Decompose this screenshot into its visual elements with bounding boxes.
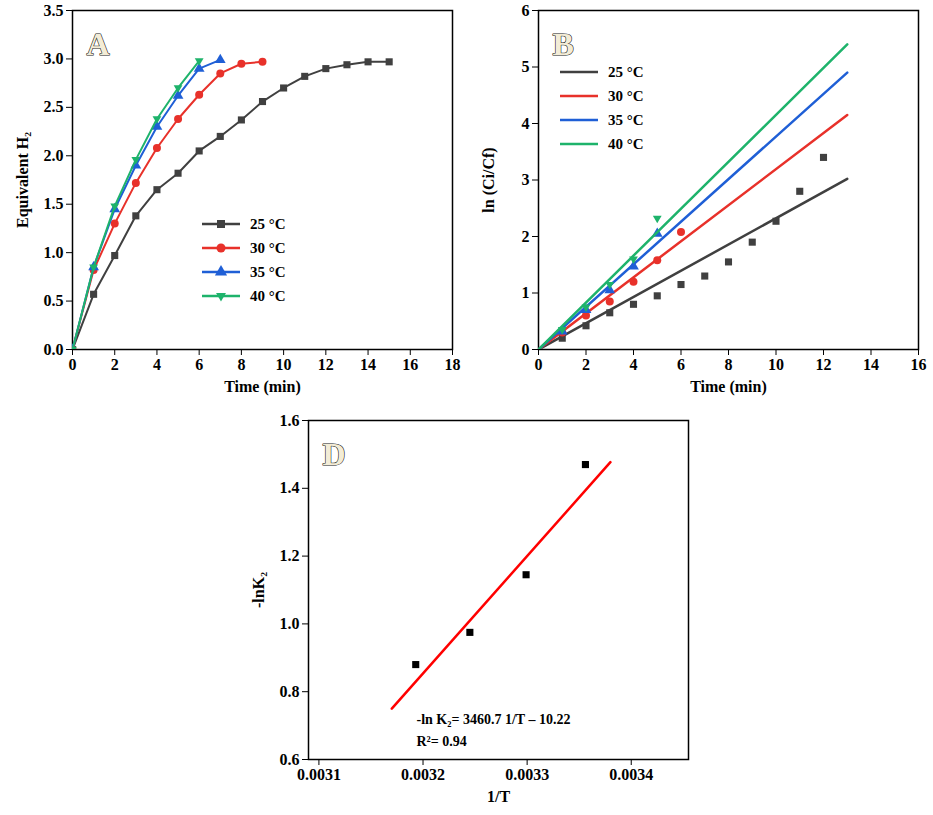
svg-text:1.2: 1.2: [280, 547, 300, 564]
svg-text:0: 0: [522, 341, 530, 358]
svg-text:1.4: 1.4: [280, 479, 300, 496]
html-text:40 °C: 40 °C: [608, 135, 644, 152]
svg-text:D: D: [323, 436, 346, 472]
svg-text:1.0: 1.0: [44, 244, 64, 261]
svg-text:5: 5: [522, 58, 530, 75]
svg-text:2: 2: [522, 228, 530, 245]
svg-text:0.0: 0.0: [44, 341, 64, 358]
svg-text:0.6: 0.6: [279, 750, 300, 768]
html-text:35 °C: 35 °C: [608, 111, 644, 128]
svg-text:10: 10: [768, 356, 784, 373]
svg-text:0.5: 0.5: [44, 292, 64, 309]
svg-text:3.0: 3.0: [44, 50, 64, 67]
html-text:40 °C: 40 °C: [250, 287, 286, 304]
svg-text:18: 18: [445, 356, 461, 373]
svg-text:2.0: 2.0: [44, 147, 64, 164]
svg-text:Time (min): Time (min): [690, 378, 767, 396]
svg-text:8: 8: [237, 356, 245, 373]
svg-text:A: A: [87, 26, 110, 62]
svg-text:12: 12: [318, 356, 334, 373]
svg-text:0: 0: [535, 356, 543, 373]
svg-text:10: 10: [276, 356, 292, 373]
svg-text:-ln K₂= 3460.7 1/T – 10.22: -ln K₂= 3460.7 1/T – 10.22: [417, 712, 571, 727]
svg-text:14: 14: [863, 356, 879, 373]
svg-text:1/T: 1/T: [487, 788, 510, 805]
svg-text:0.0033: 0.0033: [505, 766, 549, 783]
svg-text:1: 1: [522, 284, 530, 301]
svg-text:3: 3: [522, 171, 530, 188]
svg-text:6: 6: [677, 356, 685, 373]
svg-text:-lnK₂: -lnK₂: [250, 572, 267, 608]
svg-text:0.0032: 0.0032: [401, 766, 445, 783]
svg-text:4: 4: [630, 356, 638, 373]
svg-text:0.0034: 0.0034: [609, 766, 653, 783]
svg-text:0.0031: 0.0031: [297, 766, 341, 783]
svg-text:14: 14: [360, 356, 376, 373]
svg-text:2: 2: [582, 356, 590, 373]
svg-text:R²= 0.94: R²= 0.94: [417, 734, 467, 749]
svg-text:0.8: 0.8: [280, 683, 300, 700]
svg-text:16: 16: [911, 356, 927, 373]
html-text:25 °C: 25 °C: [250, 215, 286, 232]
svg-text:6: 6: [522, 2, 530, 19]
svg-text:Equivalent H₂: Equivalent H₂: [14, 132, 32, 228]
svg-text:Time (min): Time (min): [224, 378, 301, 396]
svg-text:4: 4: [522, 115, 530, 132]
svg-text:16: 16: [402, 356, 418, 373]
svg-text:0: 0: [69, 356, 77, 373]
svg-text:4: 4: [153, 356, 161, 373]
svg-text:8: 8: [725, 356, 733, 373]
svg-text:2: 2: [111, 356, 119, 373]
svg-text:1.0: 1.0: [280, 615, 300, 632]
svg-text:B: B: [553, 26, 574, 62]
svg-text:1.6: 1.6: [280, 412, 300, 429]
svg-text:6: 6: [195, 356, 203, 373]
html-text:30 °C: 30 °C: [608, 87, 644, 104]
html-text:35 °C: 35 °C: [250, 263, 286, 280]
svg-text:12: 12: [816, 356, 832, 373]
svg-text:3.5: 3.5: [44, 2, 64, 19]
svg-text:2.5: 2.5: [44, 98, 64, 115]
html-text:25 °C: 25 °C: [608, 63, 644, 80]
html-text:30 °C: 30 °C: [250, 239, 286, 256]
svg-text:1.5: 1.5: [44, 195, 64, 212]
svg-text:ln (Ci/Cf): ln (Ci/Cf): [480, 147, 498, 212]
